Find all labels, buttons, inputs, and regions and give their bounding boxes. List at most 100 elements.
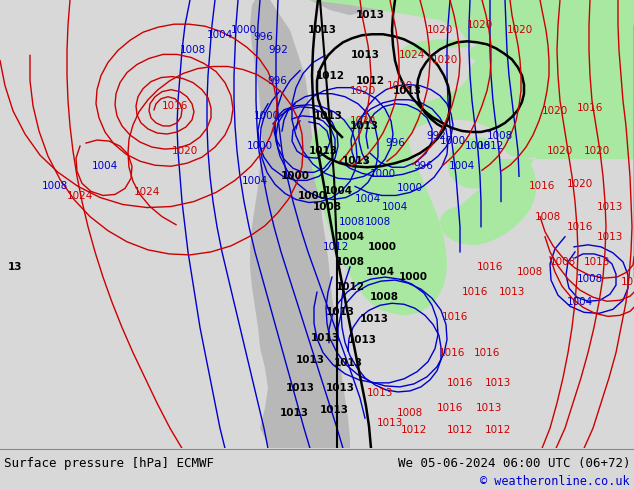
Text: 1008: 1008 bbox=[397, 408, 423, 418]
Text: 1012: 1012 bbox=[323, 242, 349, 252]
Text: Surface pressure [hPa] ECMWF: Surface pressure [hPa] ECMWF bbox=[4, 457, 214, 470]
Text: 1000: 1000 bbox=[297, 192, 327, 201]
Text: 1013: 1013 bbox=[333, 358, 363, 368]
Text: We 05-06-2024 06:00 UTC (06+72): We 05-06-2024 06:00 UTC (06+72) bbox=[398, 457, 630, 470]
Text: 1020: 1020 bbox=[350, 86, 376, 96]
Text: 996: 996 bbox=[385, 138, 405, 148]
Text: 1013: 1013 bbox=[349, 121, 378, 131]
Text: 1013: 1013 bbox=[307, 25, 337, 35]
Polygon shape bbox=[468, 0, 634, 158]
Text: 1004: 1004 bbox=[207, 30, 233, 40]
Text: 1020: 1020 bbox=[507, 25, 533, 35]
Text: 1016: 1016 bbox=[442, 312, 468, 322]
Text: 1004: 1004 bbox=[382, 201, 408, 212]
Text: 1004: 1004 bbox=[323, 186, 353, 196]
Text: 1013: 1013 bbox=[621, 277, 634, 287]
Text: 1013: 1013 bbox=[392, 86, 422, 96]
Text: 992: 992 bbox=[268, 46, 288, 55]
Text: 1013: 1013 bbox=[351, 50, 380, 60]
Text: 1012: 1012 bbox=[316, 71, 344, 80]
Text: 1016: 1016 bbox=[162, 101, 188, 111]
Text: © weatheronline.co.uk: © weatheronline.co.uk bbox=[481, 475, 630, 489]
Text: 1020: 1020 bbox=[567, 179, 593, 189]
Text: 1013: 1013 bbox=[476, 403, 502, 413]
Text: 1008: 1008 bbox=[365, 217, 391, 227]
Text: 1004: 1004 bbox=[567, 297, 593, 307]
Text: 1013: 1013 bbox=[325, 383, 354, 393]
Text: 1012: 1012 bbox=[478, 141, 504, 151]
Text: 1012: 1012 bbox=[447, 425, 473, 435]
Text: 1004: 1004 bbox=[242, 176, 268, 186]
Text: 1013: 1013 bbox=[342, 156, 370, 166]
Text: 996: 996 bbox=[253, 32, 273, 42]
Text: 1020: 1020 bbox=[387, 81, 413, 91]
Text: 1016: 1016 bbox=[567, 221, 593, 232]
Text: 1000: 1000 bbox=[397, 183, 423, 194]
Text: 1008: 1008 bbox=[180, 46, 206, 55]
Text: 1000: 1000 bbox=[368, 242, 396, 252]
Text: 1000: 1000 bbox=[370, 170, 396, 179]
Text: 1013: 1013 bbox=[499, 287, 525, 297]
Text: 1004: 1004 bbox=[365, 267, 394, 277]
Polygon shape bbox=[250, 0, 350, 448]
Text: 1012: 1012 bbox=[401, 425, 427, 435]
Text: 1016: 1016 bbox=[437, 403, 463, 413]
Text: 1013: 1013 bbox=[295, 355, 325, 365]
Text: 1008: 1008 bbox=[517, 267, 543, 277]
Text: 1000: 1000 bbox=[247, 141, 273, 151]
Text: 1016: 1016 bbox=[462, 287, 488, 297]
Text: 1008: 1008 bbox=[370, 292, 399, 302]
Text: 1016: 1016 bbox=[477, 262, 503, 272]
Text: 1008: 1008 bbox=[313, 201, 342, 212]
Polygon shape bbox=[310, 0, 634, 316]
Text: 1024: 1024 bbox=[134, 188, 160, 197]
Text: 1013: 1013 bbox=[311, 333, 339, 343]
Text: 1013: 1013 bbox=[280, 408, 309, 418]
Text: 1000: 1000 bbox=[231, 25, 257, 35]
Text: 1004: 1004 bbox=[92, 161, 118, 171]
Text: 1024: 1024 bbox=[67, 192, 93, 201]
Text: 1004: 1004 bbox=[449, 161, 475, 171]
Text: 1013: 1013 bbox=[356, 10, 384, 20]
Text: 1012: 1012 bbox=[485, 425, 511, 435]
Text: 1000: 1000 bbox=[399, 272, 427, 282]
Text: 1013: 1013 bbox=[325, 307, 354, 318]
Text: 1016: 1016 bbox=[474, 347, 500, 358]
Text: 1008: 1008 bbox=[335, 257, 365, 267]
Text: 1012: 1012 bbox=[335, 282, 365, 292]
Text: 996: 996 bbox=[267, 75, 287, 86]
Text: 1008: 1008 bbox=[487, 131, 513, 141]
Text: 1020: 1020 bbox=[584, 146, 610, 156]
Text: 1013: 1013 bbox=[584, 257, 610, 267]
Text: 1013: 1013 bbox=[485, 378, 511, 388]
Text: 1013: 1013 bbox=[597, 201, 623, 212]
Text: 1024: 1024 bbox=[399, 50, 425, 60]
Text: 1000: 1000 bbox=[440, 136, 466, 146]
Text: 1013: 1013 bbox=[597, 232, 623, 242]
Text: 1012: 1012 bbox=[356, 75, 384, 86]
Text: 1020: 1020 bbox=[432, 55, 458, 66]
Text: 1004: 1004 bbox=[335, 232, 365, 242]
Text: 1013: 1013 bbox=[359, 315, 389, 324]
Text: 1008: 1008 bbox=[42, 181, 68, 192]
Text: 1020: 1020 bbox=[542, 106, 568, 116]
Text: 1020: 1020 bbox=[467, 20, 493, 30]
Text: 1016: 1016 bbox=[577, 103, 603, 113]
Text: 1016: 1016 bbox=[529, 181, 555, 192]
Polygon shape bbox=[310, 0, 440, 15]
Text: 1016: 1016 bbox=[447, 378, 473, 388]
Text: 1020: 1020 bbox=[547, 146, 573, 156]
Text: 992: 992 bbox=[426, 131, 446, 141]
Text: 1020: 1020 bbox=[350, 116, 376, 126]
Text: 1004: 1004 bbox=[355, 195, 381, 204]
Text: 1013: 1013 bbox=[285, 383, 314, 393]
Text: 1013: 1013 bbox=[309, 146, 337, 156]
Text: 1008: 1008 bbox=[339, 217, 365, 227]
Text: 1020: 1020 bbox=[172, 146, 198, 156]
Text: 1008: 1008 bbox=[577, 274, 603, 284]
Text: 1020: 1020 bbox=[427, 25, 453, 35]
Text: 996: 996 bbox=[413, 161, 433, 171]
Text: 1000: 1000 bbox=[280, 172, 309, 181]
Text: 1013: 1013 bbox=[377, 418, 403, 428]
Text: 1016: 1016 bbox=[439, 347, 465, 358]
